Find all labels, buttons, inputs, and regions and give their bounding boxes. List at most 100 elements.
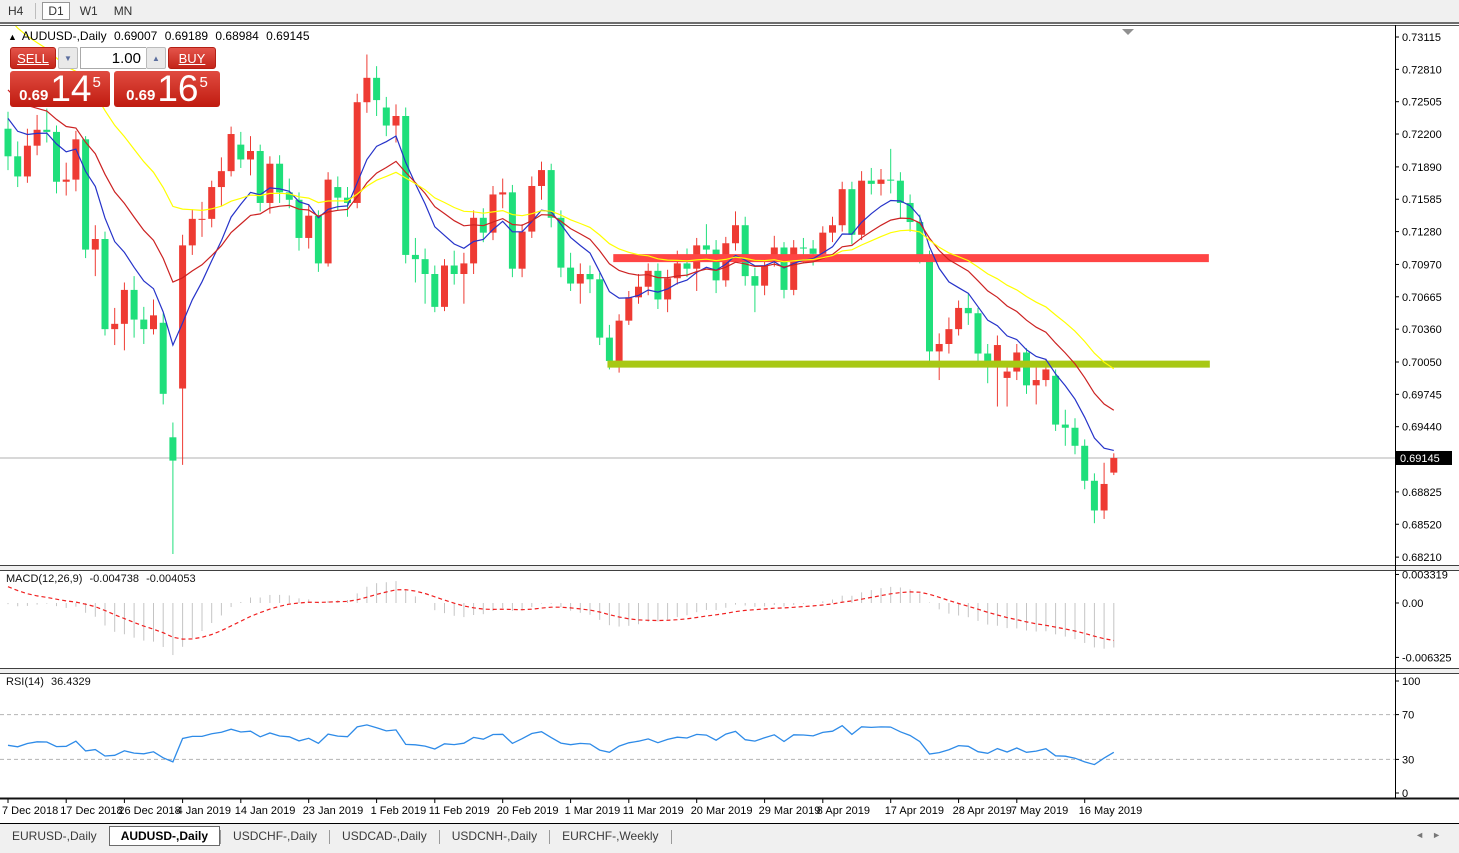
candle-body [208, 187, 216, 219]
price-axis-label: 0.72200 [1402, 129, 1442, 141]
candle-body [256, 150, 264, 203]
rsi-line [7, 724, 1115, 766]
timeframe-h4-button[interactable]: H4 [8, 4, 24, 18]
tab-eurchf-weekly[interactable]: EURCHF-,Weekly [562, 829, 659, 843]
candle-body [140, 319, 148, 330]
timeframe-mn-button[interactable]: MN [113, 4, 133, 18]
date-axis-label: 29 Mar 2019 [759, 805, 821, 817]
tab-scroll-arrows: ◄► [1415, 830, 1449, 840]
tab-eurusd-daily[interactable]: EURUSD-,Daily [12, 829, 97, 843]
date-axis-label: 11 Feb 2019 [429, 805, 490, 817]
candle-body [353, 102, 361, 203]
timeframe-toolbar: H4 D1 W1 MN [0, 0, 1459, 24]
candle-body [314, 215, 322, 264]
price-axis-label: 0.70360 [1402, 324, 1442, 336]
macd-axis-label: 0.003319 [1402, 569, 1448, 581]
macd-value-signal: -0.004053 [146, 573, 196, 585]
candle-body [402, 115, 410, 255]
candle-body [673, 263, 681, 279]
candle-body [702, 245, 710, 250]
date-axis-label: 14 Jan 2019 [235, 805, 296, 817]
candle-body [916, 222, 924, 256]
tab-separator [220, 830, 222, 844]
tab-scroll-right-icon[interactable]: ► [1432, 830, 1449, 840]
one-click-expand-icon[interactable]: ▲ [8, 32, 17, 42]
ask-price-prefix: 0.69 [126, 86, 156, 104]
ask-price-panel[interactable]: 0.69 16 5 [114, 69, 220, 107]
tab-separator [549, 830, 551, 844]
tab-usdcad-daily[interactable]: USDCAD-,Daily [342, 829, 427, 843]
candle-body [489, 194, 497, 233]
candle-body [586, 273, 594, 280]
ma-line-slow [15, 26, 1115, 370]
candle-body [1110, 457, 1118, 473]
ohlc-open: 0.69007 [113, 29, 158, 43]
price-axis-label: 0.68825 [1402, 487, 1442, 499]
candle-body [237, 144, 245, 160]
main-chart-pane [0, 26, 1395, 554]
candle-body [993, 345, 1001, 368]
tab-scroll-left-icon[interactable]: ◄ [1415, 830, 1433, 840]
toolbar-separator [35, 3, 37, 19]
date-axis-label: 17 Apr 2019 [885, 805, 944, 817]
rsi-pane [0, 714, 1395, 766]
volume-input[interactable] [80, 47, 146, 69]
price-axis-label: 0.73115 [1402, 32, 1441, 44]
candle-body [751, 276, 759, 286]
candle-body [829, 225, 836, 233]
rsi-title-label: RSI(14) [6, 676, 44, 688]
date-axis-label: 1 Feb 2019 [371, 805, 427, 817]
date-axis-label: 7 May 2019 [1011, 805, 1068, 817]
candle-body [945, 329, 953, 344]
chart-canvas[interactable]: 0.73115 0.72810 0.72505 0.72200 0.71890 0.715… [0, 25, 1459, 823]
candle-body [324, 179, 332, 264]
candle-body [741, 225, 749, 277]
candle-body [169, 437, 177, 461]
rsi-title: RSI(14) 36.4329 [6, 676, 95, 688]
candle-body [227, 134, 235, 172]
date-axis-label: 23 Jan 2019 [303, 805, 364, 817]
tab-audusd-daily[interactable]: AUDUSD-,Daily [108, 826, 221, 846]
buy-button[interactable]: BUY [168, 47, 216, 69]
bid-price-prefix: 0.69 [19, 86, 49, 104]
candle-body [567, 267, 575, 284]
price-axis-label: 0.72505 [1402, 97, 1442, 109]
candle-body [247, 150, 254, 160]
volume-increase-button[interactable]: ▲ [146, 47, 166, 69]
timeframe-d1-button[interactable]: D1 [42, 2, 70, 20]
chevron-down-icon: ▼ [64, 53, 72, 63]
candle-body [538, 170, 545, 186]
candle-body [712, 249, 720, 281]
sell-button[interactable]: SELL [10, 47, 56, 69]
candle-body [780, 247, 788, 290]
date-axis-label: 28 Apr 2019 [953, 805, 1012, 817]
price-axis-label: 0.69440 [1402, 422, 1442, 434]
tab-usdcnh-daily[interactable]: USDCNH-,Daily [451, 829, 538, 843]
candle-body [470, 217, 478, 264]
candle-body [1090, 480, 1098, 511]
candle-body [557, 217, 565, 268]
candle-body [179, 245, 187, 389]
macd-pane [7, 581, 1115, 656]
macd-title-label: MACD(12,26,9) [6, 573, 83, 585]
candle-body [605, 337, 613, 361]
date-axis-label: 16 May 2019 [1079, 805, 1143, 817]
candle-body [926, 255, 933, 352]
current-price-tag-label: 0.69145 [1400, 453, 1440, 465]
date-axis-label: 1 Mar 2019 [565, 805, 621, 817]
bid-price-panel[interactable]: 0.69 14 5 [10, 69, 110, 107]
timeframe-w1-button[interactable]: W1 [79, 4, 98, 18]
chart-shift-marker-icon [1122, 29, 1134, 35]
candle-body [198, 218, 206, 220]
volume-dropdown-button[interactable]: ▼ [58, 47, 78, 69]
candle-body [576, 273, 584, 284]
tab-separator [438, 830, 440, 844]
ohlc-low: 0.68984 [215, 29, 259, 43]
candle-body [295, 199, 303, 238]
symbol-info-line: ▲ AUDUSD-,Daily 0.69007 0.69189 0.68984 0… [8, 29, 314, 43]
rsi-axis-label: 30 [1402, 754, 1414, 766]
tab-usdchf-daily[interactable]: USDCHF-,Daily [233, 829, 318, 843]
date-axis-label: 7 Dec 2018 [2, 805, 58, 817]
candle-body [518, 231, 526, 269]
